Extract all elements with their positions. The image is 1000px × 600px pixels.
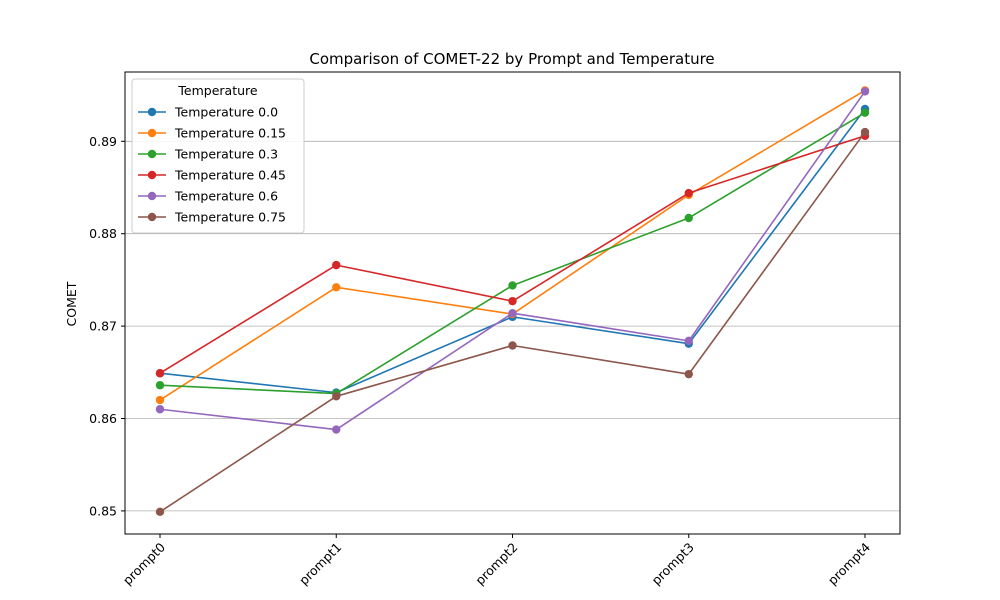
y-tick-label: 0.85: [89, 503, 117, 518]
legend-swatch-marker: [147, 212, 157, 222]
legend-swatch-marker: [147, 128, 157, 138]
x-tick-label: prompt0: [120, 539, 168, 587]
legend-swatch-marker: [147, 107, 157, 117]
legend-box: [131, 78, 305, 234]
legend-item: Temperature 0.0: [138, 105, 278, 120]
x-tick-label: prompt2: [472, 540, 520, 588]
legend-label: Temperature 0.45: [174, 168, 286, 183]
y-tick-label: 0.86: [89, 411, 117, 426]
series-temperature-0-6: [155, 87, 870, 434]
y-tick-label: 0.89: [89, 134, 117, 149]
data-point: [332, 392, 341, 401]
legend-label: Temperature 0.75: [174, 210, 286, 225]
legend-label: Temperature 0.6: [174, 189, 278, 204]
x-tick-label: prompt4: [825, 539, 873, 587]
series-temperature-0-75: [155, 127, 870, 517]
series-layer: [155, 86, 870, 517]
x-axis: prompt0 prompt1 prompt2 prompt3 prompt4: [120, 534, 873, 588]
legend-item: Temperature 0.75: [138, 210, 286, 225]
legend-swatch-marker: [147, 149, 157, 159]
legend-item: Temperature 0.3: [138, 147, 278, 162]
chart-title: Comparison of COMET-22 by Prompt and Tem…: [309, 50, 714, 68]
x-tick-label: prompt3: [648, 540, 696, 588]
data-point: [332, 260, 341, 270]
data-point: [155, 507, 165, 517]
data-point: [508, 308, 517, 318]
y-tick-label: 0.87: [89, 319, 117, 334]
data-point: [508, 281, 517, 290]
data-point: [155, 405, 165, 414]
data-point: [684, 369, 693, 379]
data-point: [860, 127, 870, 137]
data-point: [860, 108, 870, 117]
legend-swatch-marker: [147, 170, 157, 180]
legend: Temperature Temperature 0.0 Temperature 0.…: [131, 78, 305, 234]
legend-label: Temperature 0.0: [174, 105, 278, 120]
data-point: [508, 296, 517, 306]
data-point: [155, 369, 165, 378]
legend-item: Temperature 0.15: [138, 126, 286, 141]
legend-label: Temperature 0.3: [174, 147, 278, 162]
data-point: [684, 213, 693, 223]
legend-swatch-marker: [147, 191, 157, 201]
y-axis-label: COMET: [64, 281, 79, 326]
data-point: [332, 283, 341, 292]
y-tick-label: 0.88: [89, 226, 117, 241]
data-point: [332, 425, 341, 434]
x-tick-label: prompt1: [296, 540, 344, 588]
data-point: [155, 395, 165, 405]
y-axis: 0.85 0.86 0.87 0.88 0.89: [89, 134, 125, 518]
data-point: [155, 381, 165, 390]
legend-title: Temperature: [177, 83, 257, 98]
data-point: [684, 188, 693, 198]
data-point: [684, 336, 693, 346]
data-point: [508, 341, 517, 350]
legend-item: Temperature 0.6: [138, 189, 278, 204]
legend-label: Temperature 0.15: [174, 126, 286, 141]
series-temperature-0-3: [155, 108, 870, 398]
data-point: [860, 87, 870, 96]
legend-item: Temperature 0.45: [138, 168, 286, 183]
